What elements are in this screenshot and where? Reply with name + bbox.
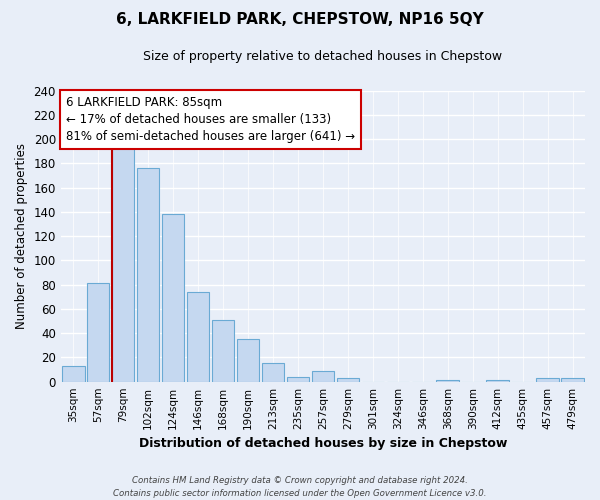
Bar: [561, 378, 584, 382]
Bar: [536, 378, 559, 382]
Title: Size of property relative to detached houses in Chepstow: Size of property relative to detached ho…: [143, 50, 502, 63]
Bar: [62, 366, 85, 382]
Bar: [311, 371, 334, 382]
Bar: [287, 377, 309, 382]
Text: 6 LARKFIELD PARK: 85sqm
← 17% of detached houses are smaller (133)
81% of semi-d: 6 LARKFIELD PARK: 85sqm ← 17% of detache…: [66, 96, 355, 144]
Bar: [162, 214, 184, 382]
Text: Contains HM Land Registry data © Crown copyright and database right 2024.
Contai: Contains HM Land Registry data © Crown c…: [113, 476, 487, 498]
Bar: [337, 378, 359, 382]
Bar: [137, 168, 160, 382]
Bar: [487, 380, 509, 382]
Bar: [87, 284, 109, 382]
Bar: [212, 320, 234, 382]
X-axis label: Distribution of detached houses by size in Chepstow: Distribution of detached houses by size …: [139, 437, 507, 450]
Y-axis label: Number of detached properties: Number of detached properties: [15, 143, 28, 329]
Bar: [112, 148, 134, 382]
Bar: [237, 339, 259, 382]
Text: 6, LARKFIELD PARK, CHEPSTOW, NP16 5QY: 6, LARKFIELD PARK, CHEPSTOW, NP16 5QY: [116, 12, 484, 28]
Bar: [436, 380, 459, 382]
Bar: [262, 364, 284, 382]
Bar: [187, 292, 209, 382]
